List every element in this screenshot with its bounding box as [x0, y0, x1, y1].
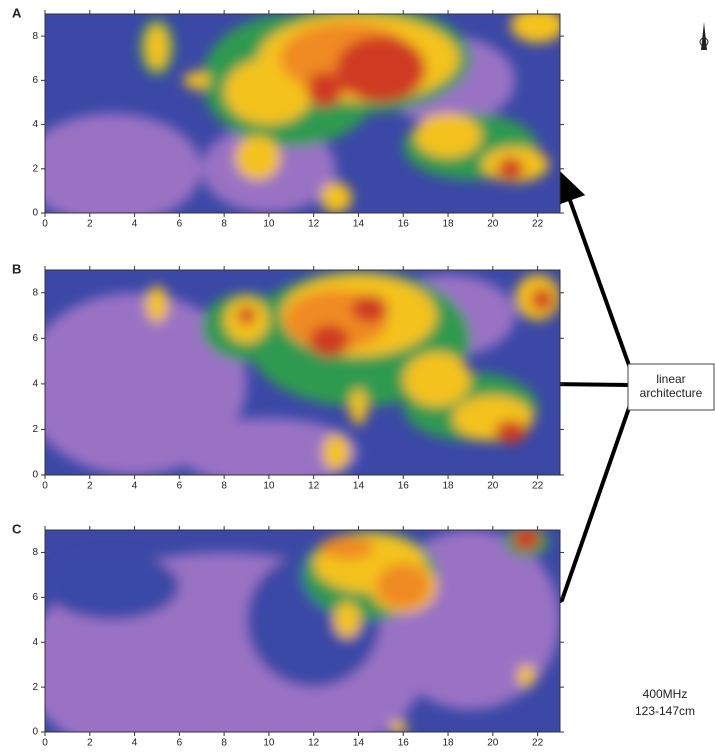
x-tick-label: 12: [308, 738, 320, 749]
y-tick-label: 2: [32, 424, 38, 435]
x-tick-label: 16: [398, 738, 410, 749]
panel: C 0 2 4 6 8 10 12 14 16 18 20 22 0 2 4 6 8: [12, 521, 564, 754]
blob: [184, 71, 211, 89]
panel: B 0 2 4 6 8 10 12 14 16 18 20 22 0 2 4 6 8: [12, 261, 564, 491]
blob: [320, 182, 351, 213]
blob: [235, 136, 280, 180]
annotation: linear architecture: [628, 364, 714, 400]
y-tick-label: 4: [32, 119, 38, 130]
blob: [497, 158, 524, 180]
blob: [334, 602, 361, 638]
blob: [309, 325, 349, 357]
y-tick-label: 8: [32, 31, 38, 42]
blob: [513, 528, 540, 550]
blob: [320, 537, 374, 559]
blob: [352, 295, 388, 322]
x-tick-label: 4: [132, 481, 138, 492]
x-tick-label: 2: [87, 738, 93, 749]
panel-label: C: [12, 521, 22, 536]
x-tick-label: 22: [532, 738, 544, 749]
x-tick-label: 20: [487, 738, 499, 749]
blob: [336, 36, 426, 102]
depth: 123-147cm: [635, 704, 695, 718]
north-arrow: [700, 22, 708, 50]
blob: [495, 420, 526, 443]
annotation-wrap: linear architecture: [628, 364, 714, 410]
y-tick-label: 6: [32, 592, 38, 603]
arrow: [562, 178, 630, 368]
y-tick-label: 0: [32, 470, 38, 481]
blob: [23, 113, 202, 224]
x-tick-label: 6: [177, 219, 183, 230]
x-tick-label: 6: [177, 738, 183, 749]
blob: [146, 25, 168, 69]
y-tick-label: 0: [32, 208, 38, 219]
x-tick-label: 16: [398, 219, 410, 230]
x-tick-label: 14: [353, 219, 365, 230]
x-tick-label: 8: [221, 219, 227, 230]
x-tick-label: 14: [353, 738, 365, 749]
x-tick-label: 14: [353, 481, 365, 492]
blob: [238, 306, 256, 324]
frequency: 400MHz: [643, 687, 688, 701]
heatmap: [23, 3, 565, 224]
x-tick-label: 0: [42, 481, 48, 492]
blob: [376, 564, 430, 609]
panel-label: B: [12, 261, 21, 276]
x-tick-label: 6: [177, 481, 183, 492]
x-tick-label: 20: [487, 481, 499, 492]
panel: A 0 2 4 6 8 10 12 14 16 18 20 22 0 2 4 6 8: [12, 3, 564, 230]
blob: [531, 288, 553, 311]
heatmap: [23, 270, 560, 486]
y-tick-label: 8: [32, 547, 38, 558]
y-tick-label: 4: [32, 637, 38, 648]
x-tick-label: 22: [532, 219, 544, 230]
x-tick-label: 20: [487, 219, 499, 230]
y-tick-label: 0: [32, 727, 38, 738]
x-tick-label: 12: [308, 481, 320, 492]
y-tick-label: 8: [32, 287, 38, 298]
x-tick-label: 18: [442, 219, 454, 230]
blob: [403, 352, 470, 407]
blob: [307, 71, 343, 106]
x-tick-label: 2: [87, 219, 93, 230]
x-tick-label: 22: [532, 481, 544, 492]
x-tick-label: 4: [132, 738, 138, 749]
heatmap: [23, 526, 560, 754]
x-tick-label: 4: [132, 219, 138, 230]
x-tick-label: 0: [42, 738, 48, 749]
x-tick-label: 10: [263, 219, 275, 230]
y-tick-label: 2: [32, 163, 38, 174]
x-tick-label: 10: [263, 738, 275, 749]
x-tick-label: 18: [442, 738, 454, 749]
x-tick-label: 8: [221, 738, 227, 749]
x-tick-label: 10: [263, 481, 275, 492]
x-tick-label: 12: [308, 219, 320, 230]
blob: [414, 114, 481, 158]
figure: linear architecture 400MHz 123-147cm A 0 2…: [0, 0, 715, 754]
x-tick-label: 16: [398, 481, 410, 492]
blob: [517, 665, 535, 687]
y-tick-label: 2: [32, 682, 38, 693]
y-tick-label: 6: [32, 333, 38, 344]
y-tick-label: 4: [32, 379, 38, 390]
x-tick-label: 0: [42, 219, 48, 230]
x-tick-label: 18: [442, 481, 454, 492]
blob: [146, 286, 168, 322]
blob: [323, 434, 350, 470]
panel-label: A: [12, 5, 22, 20]
x-tick-label: 8: [221, 481, 227, 492]
y-tick-label: 6: [32, 75, 38, 86]
x-tick-label: 2: [87, 481, 93, 492]
blob: [45, 552, 179, 619]
blob: [350, 388, 368, 424]
